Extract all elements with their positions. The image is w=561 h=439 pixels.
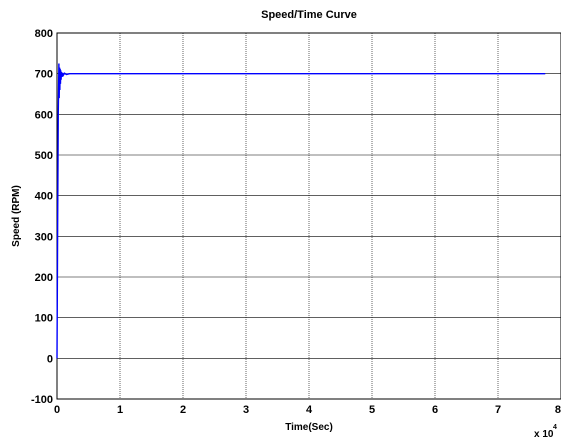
x-tick-label: 0: [54, 404, 60, 416]
y-tick-label: -100: [31, 394, 53, 406]
x-tick-label: 6: [432, 404, 438, 416]
x-axis-scale-exponent: 4: [553, 424, 557, 431]
grid: [57, 33, 561, 399]
x-tick-labels: 0 1 2 3 4 5 6 7 8: [54, 404, 561, 416]
y-tick-label: 200: [35, 272, 53, 284]
y-tick-labels: -100 0 100 200 300 400 500 600 700 800: [31, 28, 53, 406]
y-tick-label: 600: [35, 109, 53, 121]
x-axis-scale-label: x 10: [534, 429, 554, 439]
chart-title: Speed/Time Curve: [261, 9, 357, 21]
y-tick-label: 800: [35, 28, 53, 40]
speed-series-line: [56, 63, 546, 359]
x-tick-label: 1: [117, 404, 123, 416]
x-tick-label: 2: [180, 404, 186, 416]
x-tick-label: 4: [306, 404, 313, 416]
x-tick-label: 8: [555, 404, 561, 416]
y-axis-label: Speed (RPM): [11, 185, 22, 247]
y-tick-label: 700: [35, 69, 53, 81]
x-tick-label: 7: [495, 404, 501, 416]
y-tick-label: 500: [35, 150, 53, 162]
y-tick-label: 300: [35, 231, 53, 243]
x-axis-label: Time(Sec): [285, 422, 333, 433]
x-tick-label: 3: [243, 404, 249, 416]
y-tick-label: 0: [47, 353, 53, 365]
y-tick-label: 100: [35, 313, 53, 325]
x-tick-label: 5: [369, 404, 375, 416]
y-tick-label: 400: [35, 191, 53, 203]
